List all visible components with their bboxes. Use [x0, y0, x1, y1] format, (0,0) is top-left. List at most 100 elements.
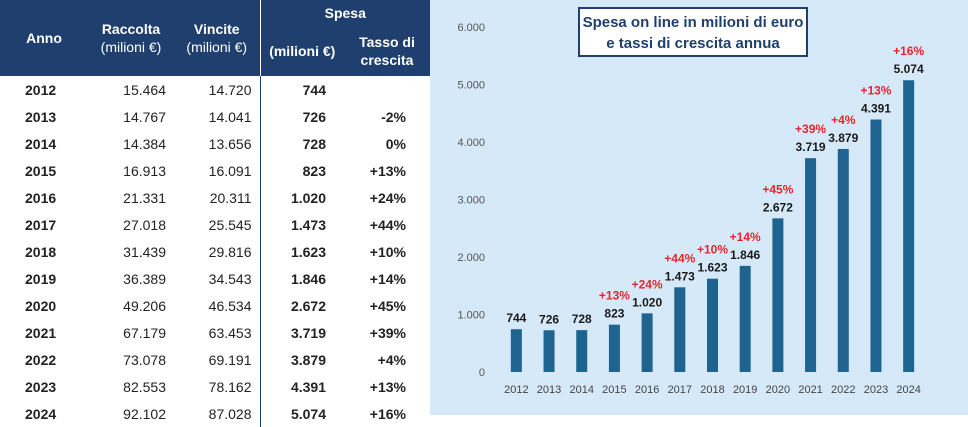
cell-spesa: 726 [259, 103, 344, 130]
cell-spesa: 823 [259, 157, 344, 184]
cell-tasso: +13% [369, 162, 406, 179]
bar-value-label: 3.719 [796, 140, 826, 154]
cell-tasso: +45% [369, 297, 406, 314]
cell-tasso: +14% [369, 270, 406, 287]
bar-value-label: 1.473 [665, 269, 695, 283]
header-vincite: Vincite (milioni €) [174, 0, 260, 76]
table-row: 2013 14.767 14.041 726 -2% [0, 103, 430, 130]
cell-anno: 2017 [25, 216, 57, 233]
x-tick-label: 2021 [798, 384, 822, 396]
header-raccolta-unit: (milioni €) [100, 39, 162, 55]
cell-vincite: 78.162 [208, 378, 252, 395]
growth-rate-label: +45% [762, 182, 793, 196]
cell-tasso: +16% [369, 405, 406, 422]
table-row: 2022 73.078 69.191 3.879 +4% [0, 346, 430, 373]
bar-value-label: 1.020 [632, 295, 662, 309]
bar [608, 324, 620, 372]
cell-vincite: 20.311 [209, 189, 252, 206]
cell-vincite: 14.041 [208, 108, 252, 125]
x-tick-label: 2023 [864, 384, 888, 396]
bar-value-label: 823 [604, 307, 624, 321]
cell-spesa: 728 [259, 130, 344, 157]
bar-value-label: 5.074 [894, 62, 924, 76]
header-vincite-unit: (milioni €) [186, 39, 248, 55]
cell-spesa: 1.020 [259, 184, 344, 211]
cell-anno: 2023 [25, 378, 57, 395]
cell-spesa: 744 [259, 76, 344, 103]
chart-title: Spesa on line in milioni di euro e tassi… [578, 7, 808, 57]
table-row: 2024 92.102 87.028 5.074 +16% [0, 400, 430, 427]
growth-rate-label: +14% [730, 230, 761, 244]
bar-value-label: 1.846 [730, 248, 760, 262]
x-tick-label: 2022 [831, 384, 855, 396]
cell-raccolta: 15.464 [123, 81, 166, 98]
cell-vincite: 25.545 [208, 216, 252, 233]
cell-tasso: -2% [381, 108, 406, 125]
x-tick-label: 2019 [733, 384, 757, 396]
bar-value-label: 4.391 [861, 102, 891, 116]
table-row: 2019 36.389 34.543 1.846 +14% [0, 265, 430, 292]
cell-vincite: 46.534 [208, 297, 252, 314]
bar [739, 265, 751, 372]
cell-raccolta: 21.331 [123, 189, 166, 206]
header-spesa-unit: (milioni €) [259, 26, 344, 76]
bar-value-label: 744 [506, 311, 526, 325]
cell-raccolta: 31.439 [123, 243, 166, 260]
header-anno: Anno [0, 0, 88, 76]
header-raccolta: Raccolta (milioni €) [88, 0, 174, 76]
growth-rate-label: +24% [632, 277, 663, 291]
y-tick-label: 0 [479, 367, 485, 379]
cell-anno: 2019 [25, 270, 57, 287]
cell-vincite: 16.091 [208, 162, 252, 179]
x-tick-label: 2024 [896, 384, 920, 396]
cell-vincite: 63.453 [208, 324, 252, 341]
cell-anno: 2018 [25, 243, 57, 260]
bar-chart: 0 1.000 2.000 3.000 4.000 5.000 6.000 744 2012 72… [457, 22, 924, 396]
cell-tasso [344, 76, 430, 103]
cell-spesa: 4.391 [259, 373, 344, 400]
cell-raccolta: 92.102 [123, 405, 166, 422]
header-raccolta-label: Raccolta [101, 21, 161, 37]
growth-rate-label: +10% [697, 243, 728, 257]
cell-anno: 2021 [25, 324, 57, 341]
cell-anno: 2024 [25, 405, 57, 422]
bar-value-label: 726 [539, 312, 559, 326]
bar [576, 330, 588, 372]
table-row: 2018 31.439 29.816 1.623 +10% [0, 238, 430, 265]
cell-vincite: 29.816 [208, 243, 252, 260]
cell-tasso: +39% [369, 324, 406, 341]
cell-spesa: 1.473 [259, 211, 344, 238]
y-tick-label: 1.000 [457, 310, 485, 322]
table-row: 2016 21.331 20.311 1.020 +24% [0, 184, 430, 211]
chart-panel: 0 1.000 2.000 3.000 4.000 5.000 6.000 744 2012 72… [430, 0, 968, 415]
growth-rate-label: +16% [893, 44, 924, 58]
cell-anno: 2015 [25, 162, 57, 179]
header-tasso-label: Tasso di crescita [359, 34, 415, 68]
y-tick-label: 5.000 [457, 80, 485, 92]
cell-anno: 2013 [25, 108, 57, 125]
cell-spesa: 1.846 [259, 265, 344, 292]
cell-tasso: +4% [377, 351, 406, 368]
bar-value-label: 728 [572, 312, 592, 326]
table-row: 2017 27.018 25.545 1.473 +44% [0, 211, 430, 238]
cell-spesa: 3.719 [259, 319, 344, 346]
cell-raccolta: 14.767 [123, 108, 166, 125]
growth-rate-label: +39% [795, 122, 826, 136]
x-tick-label: 2013 [537, 384, 561, 396]
cell-vincite: 69.191 [208, 351, 252, 368]
bar [641, 313, 653, 372]
y-tick-label: 3.000 [457, 195, 485, 207]
y-tick-label: 6.000 [457, 22, 485, 34]
cell-vincite: 13.656 [208, 135, 252, 152]
growth-rate-label: +13% [599, 289, 630, 303]
cell-tasso: +13% [369, 378, 406, 395]
cell-raccolta: 49.206 [123, 297, 166, 314]
growth-rate-label: +13% [860, 84, 891, 98]
cell-raccolta: 27.018 [123, 216, 166, 233]
cell-tasso: +44% [369, 216, 406, 233]
cell-tasso: +10% [369, 243, 406, 260]
cell-raccolta: 73.078 [123, 351, 166, 368]
growth-rate-label: +44% [664, 251, 695, 265]
growth-rate-label: +4% [831, 113, 856, 127]
cell-raccolta: 82.553 [123, 378, 166, 395]
